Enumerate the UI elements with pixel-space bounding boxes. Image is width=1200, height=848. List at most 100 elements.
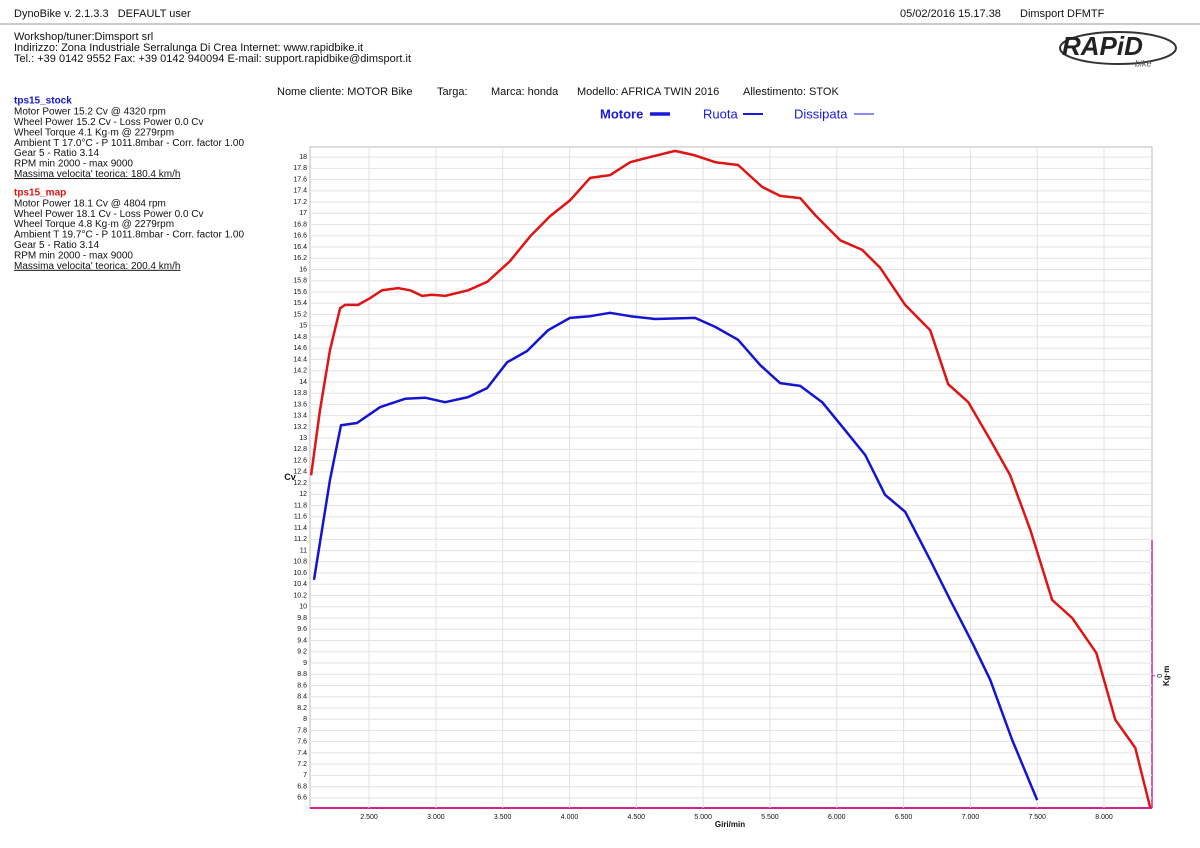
customer-field: Nome cliente: MOTOR Bike bbox=[277, 86, 413, 98]
y-tick-label: 9.6 bbox=[297, 626, 307, 633]
y2-tick-label: 0 bbox=[1157, 674, 1164, 678]
x-tick-label: 6.000 bbox=[828, 814, 846, 821]
app-title: DynoBike v. 2.1.3.3 DEFAULT user bbox=[14, 8, 191, 20]
y-tick-label: 16 bbox=[299, 266, 307, 273]
y-tick-label: 9.4 bbox=[297, 637, 307, 644]
y-tick-label: 11.2 bbox=[294, 536, 307, 543]
y-tick-label: 17.8 bbox=[293, 165, 307, 172]
run-detail: Wheel Power 18.1 Cv - Loss Power 0.0 Cv bbox=[14, 209, 204, 220]
y-tick-label: 17.2 bbox=[293, 199, 307, 206]
y-tick-label: 12 bbox=[299, 491, 307, 498]
run-detail: Motor Power 15.2 Cv @ 4320 rpm bbox=[14, 107, 166, 118]
y-tick-label: 7 bbox=[303, 772, 307, 779]
y-tick-label: 11.8 bbox=[294, 502, 307, 509]
run-name: tps15_map bbox=[14, 187, 66, 198]
customer-field: Targa: bbox=[437, 86, 468, 98]
y-tick-label: 13 bbox=[299, 435, 307, 442]
run-detail: RPM min 2000 - max 9000 bbox=[14, 159, 133, 170]
y-axis-title: Cv bbox=[284, 472, 296, 482]
run-detail: Massima velocita' teorica: 180.4 km/h bbox=[14, 169, 180, 180]
run-detail: Motor Power 18.1 Cv @ 4804 rpm bbox=[14, 198, 166, 209]
y-tick-label: 18 bbox=[299, 154, 307, 161]
y-tick-label: 9 bbox=[303, 660, 307, 667]
customer-field: Allestimento: STOK bbox=[743, 86, 839, 98]
run-detail: Wheel Torque 4.1 Kg·m @ 2279rpm bbox=[14, 127, 174, 138]
x-tick-label: 8.000 bbox=[1095, 814, 1113, 821]
workshop-line: Indirizzo: Zona Industriale Serralunga D… bbox=[14, 42, 363, 54]
y-tick-label: 12.4 bbox=[293, 469, 307, 476]
y-tick-label: 14.6 bbox=[293, 345, 307, 352]
customer-field: Marca: honda bbox=[491, 86, 559, 98]
y-tick-label: 7.6 bbox=[297, 739, 307, 746]
legend-label: Ruota bbox=[703, 106, 738, 121]
run-detail: Gear 5 - Ratio 3.14 bbox=[14, 240, 99, 251]
y-tick-label: 11.6 bbox=[294, 514, 307, 521]
x-tick-label: 7.000 bbox=[962, 814, 980, 821]
y-tick-label: 13.6 bbox=[293, 401, 307, 408]
x-tick-label: 7.500 bbox=[1028, 814, 1046, 821]
y-tick-label: 8.6 bbox=[297, 682, 307, 689]
y-tick-label: 6.8 bbox=[297, 783, 307, 790]
power-curve bbox=[309, 149, 1152, 809]
y-tick-label: 16.2 bbox=[293, 255, 307, 262]
y-tick-label: 10 bbox=[299, 604, 307, 611]
run-detail: Ambient T 19.7°C - P 1011.8mbar - Corr. … bbox=[14, 230, 244, 241]
y-tick-label: 17.4 bbox=[293, 188, 307, 195]
y-tick-label: 8.4 bbox=[297, 694, 307, 701]
y-tick-label: 6.6 bbox=[297, 795, 307, 802]
y-tick-label: 10.6 bbox=[293, 570, 307, 577]
y-tick-label: 12.8 bbox=[293, 446, 307, 453]
run-detail: Wheel Torque 4.8 Kg·m @ 2279rpm bbox=[14, 219, 174, 230]
y-tick-label: 16.6 bbox=[293, 233, 307, 240]
y-tick-label: 7.8 bbox=[297, 727, 307, 734]
y-tick-label: 15 bbox=[299, 323, 307, 330]
y-tick-label: 9.2 bbox=[297, 649, 307, 656]
y-tick-label: 17.6 bbox=[293, 176, 307, 183]
legend-label: Dissipata bbox=[794, 106, 848, 121]
y-tick-label: 12.2 bbox=[293, 480, 307, 487]
x-tick-label: 5.000 bbox=[694, 814, 712, 821]
y-tick-label: 8 bbox=[303, 716, 307, 723]
y-tick-label: 15.6 bbox=[293, 289, 307, 296]
y-tick-label: 7.2 bbox=[297, 761, 307, 768]
y-tick-label: 14 bbox=[299, 379, 307, 386]
y-tick-label: 15.4 bbox=[293, 300, 307, 307]
run-name: tps15_stock bbox=[14, 96, 72, 107]
x-tick-label: 3.500 bbox=[494, 814, 512, 821]
y-tick-label: 13.8 bbox=[293, 390, 307, 397]
run-detail: RPM min 2000 - max 9000 bbox=[14, 250, 133, 261]
run-detail: Ambient T 17.0°C - P 1011.8mbar - Corr. … bbox=[14, 138, 244, 149]
y-tick-label: 10.4 bbox=[293, 581, 307, 588]
y-tick-label: 14.8 bbox=[293, 334, 307, 341]
logo-swoosh bbox=[1059, 31, 1177, 65]
logo-sub: bike bbox=[1135, 58, 1152, 68]
y-tick-label: 14.2 bbox=[293, 368, 307, 375]
device: Dimsport DFMTF bbox=[1020, 8, 1105, 20]
y-tick-label: 10.2 bbox=[293, 592, 307, 599]
y2-axis-title: Kg·m bbox=[1162, 666, 1171, 686]
y-tick-label: 17 bbox=[299, 210, 307, 217]
y-tick-label: 11.4 bbox=[294, 525, 307, 532]
x-tick-label: 5.500 bbox=[761, 814, 779, 821]
y-tick-label: 14.4 bbox=[293, 356, 307, 363]
y-tick-label: 16.4 bbox=[293, 244, 307, 251]
y-tick-label: 8.2 bbox=[297, 705, 307, 712]
y-tick-label: 11 bbox=[300, 547, 307, 554]
x-axis-title: Giri/min bbox=[715, 820, 745, 829]
logo: RAPiD bbox=[1062, 31, 1143, 61]
y-tick-label: 16.8 bbox=[293, 221, 307, 228]
y-tick-label: 8.8 bbox=[297, 671, 307, 678]
y-tick-label: 15.2 bbox=[293, 311, 307, 318]
x-tick-label: 4.500 bbox=[628, 814, 646, 821]
run-detail: Massima velocita' teorica: 200.4 km/h bbox=[14, 261, 180, 272]
datetime: 05/02/2016 15.17.38 bbox=[900, 8, 1001, 20]
x-tick-label: 3.000 bbox=[427, 814, 445, 821]
run-detail: Wheel Power 15.2 Cv - Loss Power 0.0 Cv bbox=[14, 117, 204, 128]
y-tick-label: 13.2 bbox=[293, 424, 307, 431]
customer-field: Modello: AFRICA TWIN 2016 bbox=[577, 86, 719, 98]
y-tick-label: 15.8 bbox=[293, 278, 307, 285]
x-tick-label: 6.500 bbox=[895, 814, 913, 821]
x-tick-label: 2.500 bbox=[360, 814, 378, 821]
power-curve bbox=[312, 311, 1039, 801]
